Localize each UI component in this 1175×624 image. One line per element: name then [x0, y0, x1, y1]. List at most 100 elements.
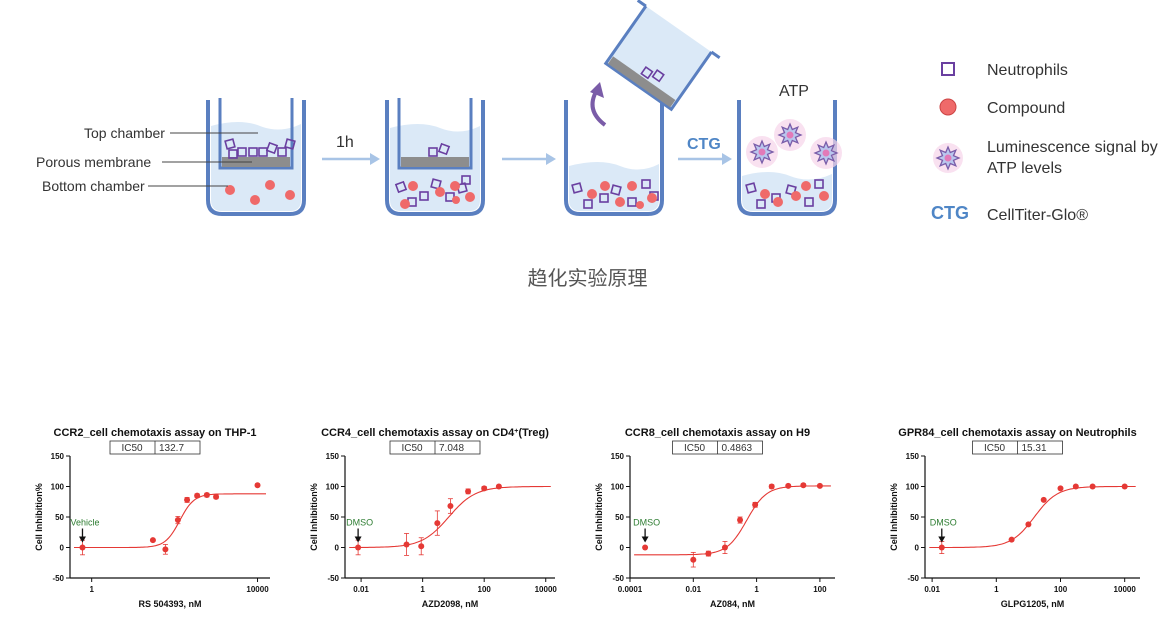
well-1-membrane	[222, 157, 290, 167]
chart-ccr4-svg: CCR4_cell chemotaxis assay on CD4+(Treg)…	[309, 427, 557, 609]
label-1h: 1h	[336, 134, 354, 151]
fit-curve	[74, 493, 266, 549]
well-2	[385, 98, 485, 216]
x-tick-label: 10000	[246, 585, 269, 594]
legend-label: Neutrophils	[987, 62, 1068, 79]
y-tick-label: 150	[611, 452, 625, 461]
chart-ccr8: CCR8_cell chemotaxis assay on H9 IC50 0.48…	[590, 420, 845, 620]
data-point	[149, 537, 156, 544]
y-tick-label: 100	[51, 483, 65, 492]
legend-item-luminescence: Luminescence signal by ATP levels	[930, 135, 1170, 185]
data-point	[1121, 483, 1128, 490]
annotation-label: Vehicle	[70, 518, 99, 528]
diagram-text-layer: Top chamber Porous membrane Bottom chamb…	[0, 0, 1175, 300]
y-tick-label: -50	[907, 574, 919, 583]
chart-ccr8-svg: CCR8_cell chemotaxis assay on H9 IC50 0.48…	[594, 427, 835, 609]
ic50-label: IC50	[401, 443, 423, 454]
fit-curve	[929, 485, 1136, 549]
chart-ccr2: CCR2_cell chemotaxis assay on THP-1 IC50 1…	[30, 420, 280, 620]
legend-item-compound: Compound	[930, 93, 1170, 123]
data-point	[768, 483, 775, 490]
data-point	[184, 496, 191, 503]
y-tick-label: 100	[326, 483, 340, 492]
x-axis-label: GLPG1205, nM	[1001, 599, 1065, 609]
ic50-value: 0.4863	[722, 443, 753, 454]
legend-label: CellTiter-Glo®	[987, 207, 1088, 224]
well-1-labels	[148, 132, 258, 187]
ic50-value: 132.7	[159, 443, 184, 454]
data-point	[1025, 521, 1032, 528]
ic50-label: IC50	[684, 443, 706, 454]
x-axis-label: RS 504393, nM	[138, 599, 201, 609]
y-tick-label: 100	[611, 483, 625, 492]
ic50-value: 15.31	[1022, 443, 1047, 454]
fit-curve	[634, 485, 831, 556]
x-tick-label: 0.01	[353, 585, 369, 594]
chart-title: GPR84_cell chemotaxis assay on Neutrophi…	[898, 427, 1136, 439]
data-point	[162, 546, 169, 553]
red-circle-icon	[939, 98, 957, 116]
fit-curve	[349, 485, 551, 549]
label-porous-membrane: Porous membrane	[36, 154, 152, 170]
y-tick-label: 0	[915, 544, 920, 553]
data-point	[495, 483, 502, 490]
y-tick-label: -50	[612, 574, 624, 583]
x-tick-label: 1	[994, 585, 999, 594]
x-tick-label: 100	[813, 585, 827, 594]
data-point	[418, 543, 425, 550]
y-axis-label: Cell Inhibition%	[309, 483, 319, 551]
well-1-outline	[206, 100, 306, 216]
y-tick-label: 100	[906, 483, 920, 492]
y-tick-label: 150	[326, 452, 340, 461]
data-point	[254, 482, 261, 489]
diagram-caption: 趋化实验原理	[527, 268, 648, 290]
curved-arrow-head	[590, 82, 604, 98]
data-point	[434, 520, 441, 527]
data-point	[355, 544, 362, 551]
y-axis-label: Cell Inhibition%	[34, 483, 44, 551]
legend-label: Compound	[987, 100, 1066, 117]
y-tick-label: 50	[55, 513, 64, 522]
data-point	[705, 550, 712, 557]
data-point	[1072, 483, 1079, 490]
x-tick-label: 1	[754, 585, 759, 594]
chart-ccr2-svg: CCR2_cell chemotaxis assay on THP-1 IC50 1…	[34, 427, 270, 609]
x-tick-label: 10000	[1114, 585, 1137, 594]
data-point	[642, 544, 649, 551]
star-burst-icon	[933, 143, 963, 173]
chemotaxis-diagram: Top chamber Porous membrane Bottom chamb…	[0, 0, 1175, 300]
chart-title: CCR2_cell chemotaxis assay on THP-1	[54, 427, 257, 439]
data-point	[203, 492, 210, 499]
well-1	[206, 98, 306, 216]
chart-title: CCR4_cell chemotaxis assay on CD4+(Treg)	[321, 427, 549, 439]
chart-gpr84: GPR84_cell chemotaxis assay on Neutrophi…	[885, 420, 1150, 620]
ic50-label: IC50	[984, 443, 1006, 454]
x-tick-label: 0.01	[924, 585, 940, 594]
y-tick-label: 50	[910, 513, 919, 522]
data-point	[194, 492, 201, 499]
label-atp: ATP	[779, 83, 809, 100]
y-tick-label: 50	[615, 513, 624, 522]
y-axis-label: Cell Inhibition%	[594, 483, 604, 551]
legend-item-neutrophils: Neutrophils	[930, 55, 1170, 85]
data-point	[213, 493, 220, 500]
legend-label: Luminescence signal by ATP levels	[987, 139, 1158, 177]
x-tick-label: 0.01	[686, 585, 702, 594]
data-point	[174, 517, 181, 524]
annotation-label: DMSO	[633, 518, 660, 528]
chart-ccr4: CCR4_cell chemotaxis assay on CD4+(Treg)…	[305, 420, 565, 620]
y-tick-label: 0	[620, 544, 625, 553]
chart-title: CCR8_cell chemotaxis assay on H9	[625, 427, 810, 439]
ic50-value: 7.048	[439, 443, 464, 454]
legend-item-ctg: CTG CellTiter-Glo®	[930, 200, 1170, 230]
data-point	[938, 544, 945, 551]
data-point	[447, 503, 454, 510]
data-point	[465, 488, 472, 495]
chart-gpr84-svg: GPR84_cell chemotaxis assay on Neutrophi…	[889, 427, 1140, 609]
data-point	[721, 544, 728, 551]
well-4	[737, 100, 842, 216]
arrow-plain	[502, 153, 556, 165]
well-1-neutrophils	[224, 138, 296, 159]
y-tick-label: -50	[52, 574, 64, 583]
annotation-label: DMSO	[930, 518, 957, 528]
